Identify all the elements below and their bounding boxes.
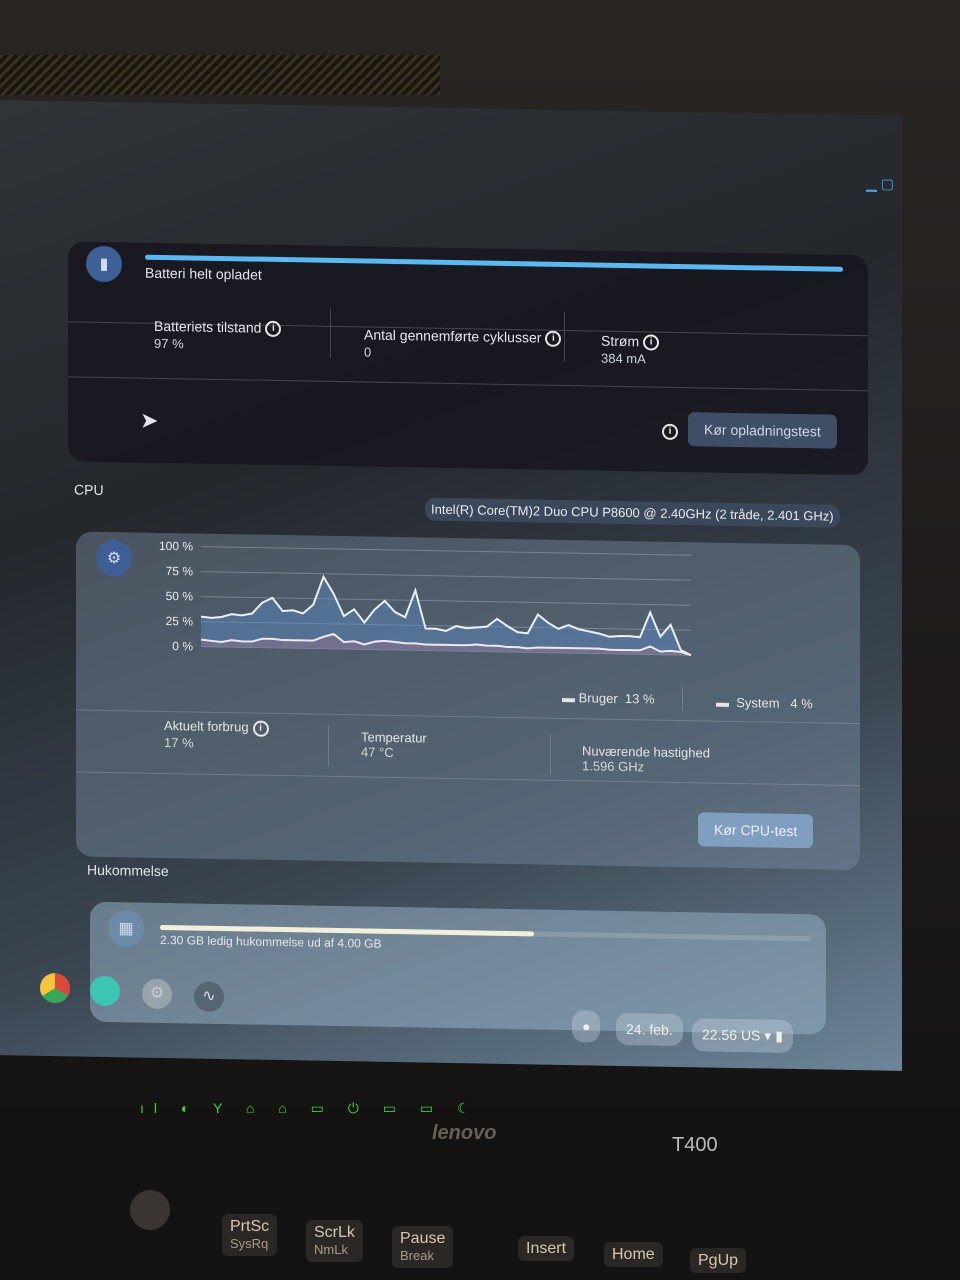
memory-chip-icon: ▦ bbox=[108, 910, 144, 947]
battery-health: Batteriets tilstand i 97 % bbox=[154, 318, 282, 354]
series-area-system bbox=[201, 633, 691, 656]
chrome-icon[interactable] bbox=[40, 972, 70, 1004]
capture-icon[interactable]: ● bbox=[572, 1010, 601, 1043]
settings-icon[interactable]: ⚙ bbox=[142, 978, 172, 1010]
battery-icon: ▮ bbox=[86, 245, 122, 283]
gridline bbox=[201, 621, 691, 631]
y-tick-label: 100 % bbox=[159, 539, 193, 554]
run-charge-test-button[interactable]: Kør opladningstest bbox=[688, 412, 837, 449]
battery-status-icon: ▮ bbox=[775, 1027, 783, 1044]
model-label: T400 bbox=[672, 1134, 718, 1156]
series-line-bruger bbox=[200, 574, 692, 657]
legend-user: ▬ Bruger 13 % bbox=[562, 689, 655, 707]
status-tray[interactable]: 22.56 US ▾ ▮ bbox=[692, 1018, 793, 1053]
cpu-card: ⚙ 100 % 75 % 50 % 25 % 0 % ▬ Bruger 13 % ▬ S… bbox=[76, 531, 860, 871]
memory-heading: Hukommelse bbox=[87, 861, 169, 880]
wifi-icon: ▾ bbox=[764, 1027, 772, 1044]
key-scrlk[interactable]: ScrLk NmLk bbox=[306, 1220, 363, 1262]
status-leds: ıl ◐ Y ⌂ ⌂ ▭ ⏻ ▭ ▭ ☾ bbox=[140, 1100, 480, 1116]
gridline bbox=[201, 646, 691, 656]
window-controls[interactable]: ▁ ▢ bbox=[866, 175, 894, 192]
cpu-usage-chart: 100 % 75 % 50 % 25 % 0 % bbox=[159, 539, 692, 657]
cpu-chip-icon: ⚙ bbox=[96, 539, 132, 577]
y-tick-label: 0 % bbox=[172, 639, 193, 653]
screen: ▁ ▢ ▮ Batteri helt opladet Batteriets ti… bbox=[0, 100, 902, 1071]
info-icon[interactable]: i bbox=[643, 334, 660, 351]
info-icon[interactable]: i bbox=[252, 720, 269, 737]
y-tick-label: 50 % bbox=[166, 589, 194, 603]
shelf: ⚙ ∿ ● 24. feb. 22.56 US ▾ ▮ bbox=[0, 960, 902, 1071]
cpu-model-badge: Intel(R) Core(TM)2 Duo CPU P8600 @ 2.40G… bbox=[425, 497, 840, 528]
cpu-temperature: Temperatur 47 °C bbox=[361, 729, 427, 760]
current: Strøm i 384 mA bbox=[601, 333, 660, 367]
key-pgup[interactable]: PgUp bbox=[690, 1248, 747, 1273]
key-prtsc[interactable]: PrtSc SysRq bbox=[222, 1214, 278, 1256]
cpu-current-usage: Aktuelt forbrug i 17 % bbox=[164, 718, 269, 751]
key-pause[interactable]: Pause Break bbox=[392, 1226, 454, 1268]
info-icon[interactable]: i bbox=[265, 321, 282, 338]
info-icon[interactable]: i bbox=[545, 330, 562, 348]
series-line-system bbox=[200, 632, 692, 657]
battery-status: Batteri helt opladet bbox=[145, 264, 262, 283]
lenovo-logo: lenovo bbox=[432, 1122, 497, 1144]
legend-system: ▬ System 4 % bbox=[716, 694, 813, 712]
gridline bbox=[201, 596, 691, 606]
files-icon[interactable] bbox=[90, 975, 120, 1007]
y-tick-label: 75 % bbox=[166, 564, 194, 578]
gridline bbox=[201, 546, 691, 556]
date-tray[interactable]: 24. feb. bbox=[616, 1012, 683, 1047]
gridline bbox=[201, 571, 691, 581]
series-area-bruger bbox=[201, 576, 691, 656]
keyboard: PrtSc SysRq ScrLk NmLk Pause Break Insert H… bbox=[0, 1110, 960, 1280]
cycle-count: Antal gennemførte cyklusser i 0 bbox=[364, 326, 562, 363]
cpu-heading: CPU bbox=[74, 481, 104, 498]
diagnostics-icon[interactable]: ∿ bbox=[194, 981, 224, 1013]
key-insert[interactable]: Insert bbox=[518, 1236, 575, 1261]
info-icon[interactable]: i bbox=[662, 423, 678, 440]
run-cpu-test-button[interactable]: Kør CPU-test bbox=[698, 812, 814, 849]
power-button[interactable] bbox=[130, 1190, 170, 1230]
memory-text: 2.30 GB ledig hukommelse ud af 4.00 GB bbox=[160, 932, 382, 951]
key-home[interactable]: Home bbox=[604, 1242, 663, 1267]
y-tick-label: 25 % bbox=[166, 614, 194, 628]
cpu-speed: Nuværende hastighed 1.596 GHz bbox=[582, 743, 710, 775]
bezel-stripe bbox=[0, 55, 440, 95]
mouse-cursor-icon: ➤ bbox=[140, 407, 159, 433]
battery-card: ▮ Batteri helt opladet Batteriets tilsta… bbox=[68, 241, 868, 476]
